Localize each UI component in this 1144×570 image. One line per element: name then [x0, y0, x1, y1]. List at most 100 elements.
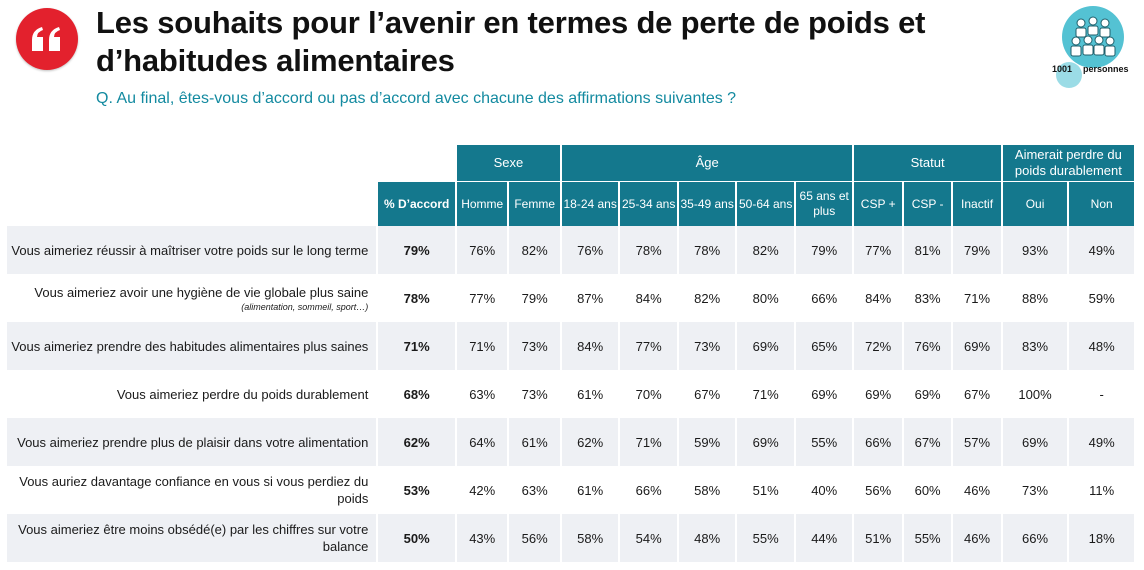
blank-cell [378, 145, 455, 182]
sample-label: personnes [1083, 64, 1129, 74]
cell-value: 64% [457, 418, 508, 466]
table-row: Vous aimeriez prendre des habitudes alim… [7, 322, 1134, 370]
cell-value: 76% [457, 226, 508, 274]
cell-value: 67% [694, 386, 721, 402]
table-row: Vous aimeriez avoir une hygiène de vie g… [7, 274, 1134, 322]
cell-value: 58% [561, 514, 619, 562]
cell-value: 71% [752, 386, 779, 402]
cell-value: 80% [752, 290, 779, 306]
table-row: Vous aimeriez perdre du poids durablemen… [7, 370, 1134, 418]
row-label: Vous aimeriez perdre du poids durablemen… [7, 370, 376, 418]
cell-value: 76% [561, 226, 619, 274]
cell-value: 61% [509, 418, 560, 466]
cell-value: 84% [865, 290, 892, 306]
people-group-icon [1062, 6, 1124, 68]
row-label: Vous aimeriez réussir à maîtriser votre … [7, 226, 377, 274]
cell-value: 11% [1089, 482, 1115, 498]
cell-value: 62% [561, 418, 619, 466]
survey-question: Q. Au final, êtes-vous d’accord ou pas d… [96, 90, 737, 107]
cell-value: 69% [737, 418, 794, 466]
row-total: 68% [403, 386, 430, 402]
table-row: Vous aimeriez réussir à maîtriser votre … [7, 226, 1134, 274]
cell-value: 58% [694, 482, 721, 498]
cell-value: 61% [577, 386, 604, 402]
row-label-text: Vous aimeriez perdre du poids durablemen… [116, 386, 369, 402]
results-table: Sexe Âge Statut Aimerait perdre du poids… [5, 145, 1136, 562]
row-label: Vous aimeriez prendre des habitudes alim… [7, 322, 377, 370]
cell-value: 18% [1069, 514, 1134, 562]
cell-value: 79% [521, 290, 548, 306]
cell-value: 69% [953, 322, 1001, 370]
row-label: Vous auriez davantage confiance en vous … [7, 466, 376, 514]
group-header-age: Âge [561, 145, 853, 182]
row-label-text: Vous aimeriez être moins obsédé(e) par l… [18, 522, 369, 554]
row-label-note: (alimentation, sommeil, sport…) [241, 301, 369, 312]
column-header-row: % D’accord Homme Femme 18-24 ans 25-34 a… [7, 182, 1134, 226]
column-header: CSP + [854, 182, 902, 226]
column-header: Oui [1002, 182, 1068, 226]
cell-value: 60% [914, 482, 941, 498]
cell-value: 71% [620, 418, 677, 466]
cell-value: 67% [903, 418, 952, 466]
column-header: 35-49 ans [678, 182, 736, 226]
cell-value: 69% [914, 386, 941, 402]
page-title: Les souhaits pour l’avenir en termes de … [96, 5, 926, 78]
cell-value: 49% [1069, 418, 1134, 466]
cell-value: 82% [737, 226, 794, 274]
column-header: Inactif [953, 182, 1001, 226]
cell-value: 63% [521, 482, 548, 498]
cell-value: 69% [1002, 418, 1068, 466]
cell-value: 88% [1022, 290, 1049, 306]
row-label-text: Vous auriez davantage confiance en vous … [19, 474, 369, 506]
cell-value: 48% [678, 514, 736, 562]
cell-value: 63% [469, 386, 496, 402]
column-header: 18-24 ans [561, 182, 619, 226]
group-header-statut: Statut [854, 145, 1001, 182]
cell-value: 44% [795, 514, 853, 562]
cell-value: 73% [678, 322, 736, 370]
blank-cell [7, 182, 376, 226]
table-row: Vous auriez davantage confiance en vous … [7, 466, 1134, 514]
row-label-text: Vous aimeriez réussir à maîtriser votre … [11, 242, 369, 258]
column-header: Homme [457, 182, 508, 226]
cell-value: 69% [737, 322, 794, 370]
cell-value: 77% [854, 226, 902, 274]
table-row: Vous aimeriez être moins obsédé(e) par l… [7, 514, 1134, 562]
column-header: CSP - [903, 182, 952, 226]
row-total: 78% [403, 290, 430, 306]
cell-value: 84% [635, 290, 662, 306]
cell-value: 55% [795, 418, 853, 466]
cell-value: 100% [1018, 386, 1052, 402]
row-label-text: Vous aimeriez avoir une hygiène de vie g… [34, 284, 369, 300]
cell-value: 73% [509, 322, 560, 370]
cell-value: 66% [854, 418, 902, 466]
cell-value: 46% [953, 514, 1001, 562]
cell-value: 73% [521, 386, 548, 402]
cell-value: 51% [854, 514, 902, 562]
cell-value: 93% [1002, 226, 1068, 274]
cell-value: 61% [577, 482, 604, 498]
quote-icon [32, 27, 60, 51]
column-header: Femme [509, 182, 560, 226]
row-label: Vous aimeriez prendre plus de plaisir da… [7, 418, 377, 466]
quote-logo-badge [16, 8, 78, 70]
column-header: 50-64 ans [737, 182, 794, 226]
cell-value: 48% [1069, 322, 1134, 370]
cell-value: 59% [1088, 290, 1115, 306]
cell-value: 84% [561, 322, 619, 370]
cell-value: 83% [1002, 322, 1068, 370]
cell-value: 72% [854, 322, 902, 370]
blank-cell [7, 145, 376, 182]
cell-value: 40% [811, 482, 838, 498]
cell-value: 79% [795, 226, 853, 274]
group-header-perdre-poids: Aimerait perdre du poids durablement [1002, 145, 1134, 182]
cell-value: 65% [795, 322, 853, 370]
column-header-total: % D’accord [378, 182, 455, 226]
cell-value: 55% [903, 514, 952, 562]
cell-value: 70% [635, 386, 662, 402]
row-label: Vous aimeriez avoir une hygiène de vie g… [7, 274, 376, 322]
cell-value: 77% [620, 322, 677, 370]
cell-value: 71% [457, 322, 508, 370]
cell-value: 82% [509, 226, 560, 274]
row-total: 71% [378, 322, 455, 370]
